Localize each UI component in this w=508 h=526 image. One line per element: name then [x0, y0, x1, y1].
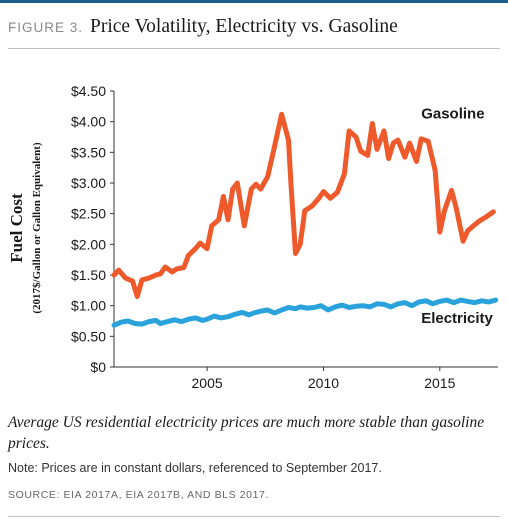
- figure-caption: Average US residential electricity price…: [8, 414, 485, 452]
- y-tick-label: $4.50: [71, 83, 106, 99]
- figure-label: FIGURE 3.: [8, 20, 84, 35]
- series-lines: [111, 111, 499, 328]
- figure-note: Note: Prices are in constant dollars, re…: [8, 461, 382, 475]
- top-rule: [0, 0, 508, 3]
- series-line-electricity: [111, 297, 499, 328]
- figure-heading: Price Volatility, Electricity vs. Gasoli…: [90, 16, 398, 37]
- y-tick-label: $3.00: [71, 175, 106, 191]
- x-tick-label: 2015: [424, 375, 455, 391]
- y-tick-label: $3.50: [71, 144, 106, 160]
- y-tick-label: $1.50: [71, 267, 106, 283]
- axes: [110, 90, 498, 371]
- annotations: Gasoline Electricity: [421, 106, 493, 327]
- y-tick-label: $4.00: [71, 114, 106, 130]
- y-tick-label: $2.00: [71, 236, 106, 252]
- figure-title: FIGURE 3. Price Volatility, Electricity …: [8, 14, 398, 40]
- y-tick-label: $1.00: [71, 298, 106, 314]
- figure-source: SOURCE: EIA 2017A, EIA 2017B, AND BLS 20…: [8, 489, 270, 501]
- x-tick-label: 2010: [308, 375, 339, 391]
- annotation-gasoline: Gasoline: [421, 106, 484, 123]
- title-divider: [8, 48, 500, 49]
- bottom-divider: [8, 516, 500, 517]
- y-axis-title: Fuel Cost (2017$/Gallon or Gallon Equiva…: [7, 142, 43, 314]
- y-tick-label: $0.50: [71, 328, 106, 344]
- y-axis-label: Fuel Cost: [7, 193, 26, 263]
- series-line-gasoline: [111, 111, 496, 299]
- x-tick-label: 2005: [192, 375, 223, 391]
- y-axis-sublabel: (2017$/Gallon or Gallon Equivalent): [31, 142, 43, 314]
- tick-labels: $0 $0.50 $1.00 $1.50 $2.00 $2.50 $3.00 $3.50 $4.…: [71, 83, 456, 391]
- y-tick-label: $0: [90, 359, 106, 375]
- y-tick-label: $2.50: [71, 206, 106, 222]
- annotation-electricity: Electricity: [421, 310, 493, 327]
- line-chart: Fuel Cost (2017$/Gallon or Gallon Equiva…: [7, 83, 499, 391]
